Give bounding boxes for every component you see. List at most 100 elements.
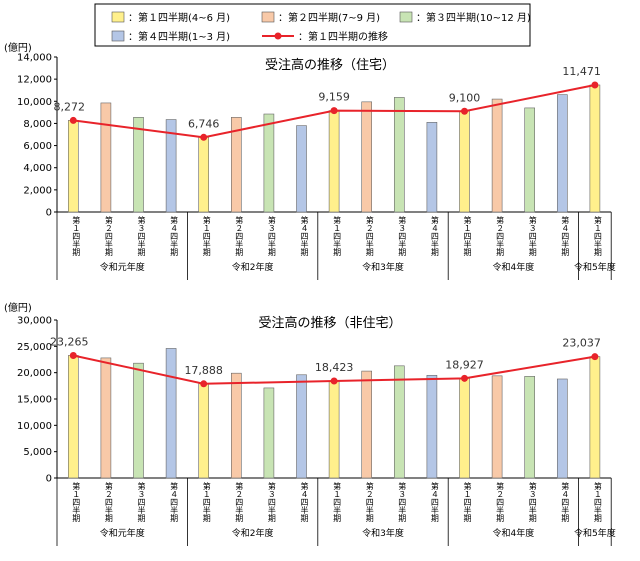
trend-point: [69, 351, 77, 359]
trend-data-label: 23,265: [50, 335, 89, 348]
category-label: 第２四半期: [235, 215, 244, 257]
legend-label-q4: ：第４四半期(1~3 月): [128, 30, 230, 43]
bar: [263, 387, 275, 479]
category-label: 第４四半期: [561, 215, 570, 257]
year-label: 令和2年度: [232, 527, 274, 539]
bar: [100, 102, 112, 213]
chart2-title: 受注高の推移（非住宅）: [258, 315, 401, 331]
legend: ：第１四半期(4~6 月) ：第２四半期(7~9 月) ：第３四半期(10~12…: [94, 3, 531, 47]
bar: [524, 107, 536, 213]
y-tick-label: 8,000: [23, 119, 52, 130]
year-label: 令和3年度: [362, 527, 404, 539]
legend-swatch-q2: [261, 11, 275, 23]
trend-data-label: 8,272: [54, 100, 86, 113]
category-label: 第１四半期: [333, 215, 342, 257]
y-tick-label: 15,000: [17, 395, 52, 406]
year-label: 令和5年度: [574, 527, 616, 539]
category-label: 第１四半期: [333, 481, 342, 523]
trend-point: [591, 353, 599, 361]
bar: [296, 125, 307, 213]
bar: [296, 374, 307, 479]
legend-swatch-q1: [111, 11, 125, 23]
trend-data-label: 18,423: [315, 361, 354, 374]
category-label: 第４四半期: [170, 215, 179, 257]
category-label: 第２四半期: [496, 481, 505, 523]
bar: [133, 362, 144, 479]
category-label: 第１四半期: [593, 215, 602, 257]
y-tick-label: 30,000: [17, 316, 52, 327]
category-label: 第２四半期: [496, 215, 505, 257]
category-label: 第１四半期: [72, 215, 81, 257]
category-label: 第１四半期: [463, 481, 472, 523]
bar: [198, 137, 209, 213]
y-tick-label: 10,000: [17, 97, 52, 108]
category-label: 第３四半期: [528, 215, 537, 257]
legend-label-line: ：第１四半期の推移: [298, 30, 388, 43]
bar: [165, 348, 177, 479]
bar: [231, 117, 242, 213]
bar: [393, 97, 405, 213]
legend-line-marker: [274, 32, 282, 40]
bar: [100, 357, 112, 479]
y-tick-label: 6,000: [23, 141, 52, 152]
legend-frame: [94, 3, 531, 47]
category-label: 第１四半期: [72, 481, 81, 523]
category-label: 第４四半期: [300, 481, 309, 523]
trend-data-label: 18,927: [445, 358, 484, 371]
category-label: 第４四半期: [300, 215, 309, 257]
category-label: 第４四半期: [430, 481, 439, 523]
category-label: 第１四半期: [593, 481, 602, 523]
category-label: 第２四半期: [104, 481, 113, 523]
legend-label-q1: ：第１四半期(4~6 月): [128, 11, 230, 24]
y-tick-label: 0: [46, 474, 52, 485]
bar: [459, 378, 470, 479]
bar: [68, 355, 79, 479]
bar: [361, 370, 373, 479]
category-label: 第２四半期: [365, 215, 374, 257]
y-tick-label: 0: [46, 208, 52, 219]
bar: [459, 110, 470, 213]
bar: [68, 120, 79, 213]
trend-point: [69, 116, 77, 124]
bar: [491, 98, 503, 213]
y-tick-label: 4,000: [23, 163, 52, 174]
year-label: 令和2年度: [232, 261, 274, 273]
legend-swatch-q3: [399, 11, 413, 23]
trend-point: [330, 107, 338, 115]
category-label: 第３四半期: [137, 481, 146, 523]
category-label: 第３四半期: [267, 481, 276, 523]
trend-data-label: 11,471: [562, 65, 601, 78]
trend-data-label: 17,888: [184, 364, 223, 377]
category-label: 第３四半期: [528, 481, 537, 523]
y-tick-label: 10,000: [17, 421, 52, 432]
year-label: 令和3年度: [362, 261, 404, 273]
category-label: 第３四半期: [398, 215, 407, 257]
trend-data-label: 6,746: [188, 117, 220, 130]
legend-swatch-q4: [111, 30, 125, 42]
trend-point: [200, 380, 208, 388]
bar: [328, 380, 340, 479]
year-label: 令和5年度: [574, 261, 616, 273]
bar: [198, 383, 209, 479]
y-tick-label: 25,000: [17, 342, 52, 353]
category-label: 第２四半期: [365, 481, 374, 523]
chart1-unit-label: (億円): [4, 41, 32, 54]
bar: [231, 372, 242, 479]
y-tick-label: 2,000: [23, 185, 52, 196]
category-label: 第２四半期: [235, 481, 244, 523]
category-label: 第４四半期: [170, 481, 179, 523]
bar: [426, 122, 438, 213]
category-label: 第２四半期: [104, 215, 113, 257]
category-label: 第３四半期: [398, 481, 407, 523]
bar: [361, 101, 373, 213]
bar: [393, 365, 405, 479]
category-label: 第４四半期: [430, 215, 439, 257]
bar: [524, 376, 536, 479]
year-label: 令和元年度: [100, 261, 145, 273]
bar: [556, 378, 568, 479]
trend-point: [330, 377, 338, 385]
bar: [263, 113, 275, 213]
year-label: 令和4年度: [493, 261, 535, 273]
chart2-unit-label: (億円): [4, 301, 32, 314]
